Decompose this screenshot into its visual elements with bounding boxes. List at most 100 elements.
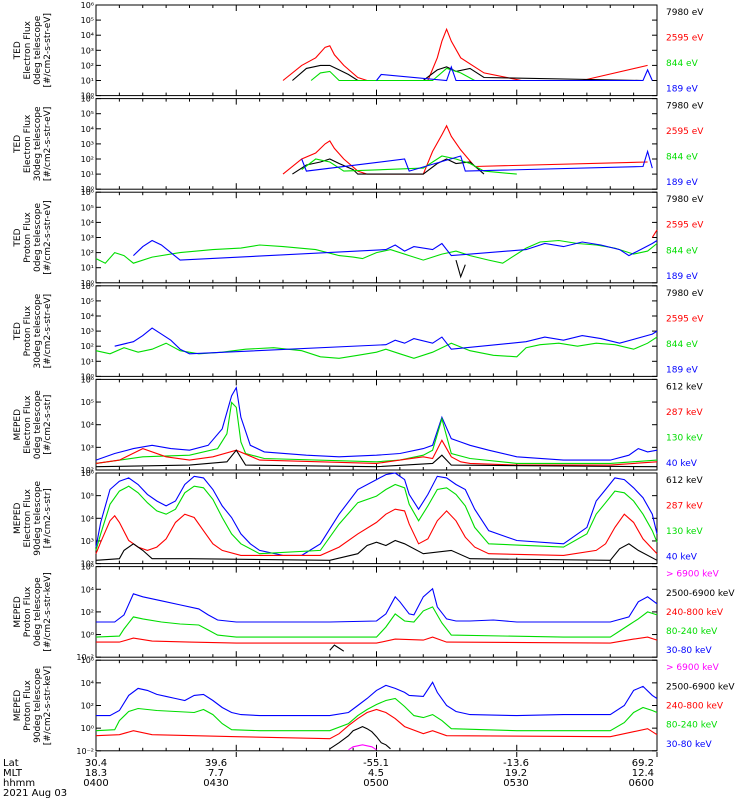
y-axis-label-line: TED: [13, 228, 23, 247]
y-axis-label-line: [#/cm2-s-str-keV]: [43, 572, 53, 651]
y-axis-label-line: 30deg telescope: [33, 293, 43, 368]
series-line: [651, 229, 658, 238]
y-axis-label-line: [#/cm2-s-str-keV]: [43, 666, 53, 745]
y-tick-label: 10⁶: [81, 1, 94, 10]
footer-mlt-1: 7.7: [208, 768, 224, 779]
legend-entry: 2500-6900 keV: [666, 682, 735, 692]
y-tick-label: 10²: [81, 249, 94, 258]
y-axis-label-line: [#/cm2-s-str-eV]: [43, 107, 53, 182]
y-tick-label: 10¹: [81, 170, 94, 179]
series-line: [348, 744, 377, 751]
y-tick-label: 10⁵: [81, 297, 94, 306]
series-line: [96, 587, 658, 623]
y-axis-label-line: Electron Flux: [23, 114, 33, 173]
legend-entry: 2595 eV: [666, 127, 704, 137]
footer-hhmm-4: 0600: [629, 778, 654, 789]
y-axis-label-line: [#/cm2-s-str-eV]: [43, 200, 53, 275]
y-tick-label: 10⁴: [81, 679, 94, 688]
panel-8: 10⁻² 10⁰ 10² 10⁴ 10⁶ MEPEDProton Flux90deg te…: [13, 656, 735, 756]
footer-mlt-0: 18.3: [85, 768, 107, 779]
y-axis-label-line: Proton Flux: [23, 305, 33, 356]
y-tick-label: 10³: [81, 140, 94, 149]
y-tick-label: 10⁴: [81, 312, 94, 321]
y-axis-label: TEDProton Flux30deg telescope[#/cm2-s-st…: [13, 293, 53, 368]
series-line: [95, 385, 658, 461]
y-tick-label: 10⁴: [81, 421, 94, 430]
footer-mlt-4: 12.4: [632, 768, 654, 779]
footer-lat-2: -55.1: [363, 758, 389, 769]
y-tick-label: 10⁵: [81, 492, 94, 501]
series-line: [95, 401, 658, 464]
series-line: [301, 149, 653, 172]
series-line: [95, 697, 658, 732]
legend-entry: > 6900 keV: [666, 663, 720, 673]
y-tick-label: 10⁻²: [76, 653, 94, 662]
y-tick-label: 10⁴: [81, 514, 94, 523]
footer-hhmm-0: 0400: [83, 778, 108, 789]
y-axis-label-line: TED: [13, 322, 23, 341]
y-tick-label: 10³: [81, 46, 94, 55]
legend-entry: 80-240 keV: [666, 721, 718, 731]
y-tick-label: 10⁵: [81, 398, 94, 407]
series-line: [95, 336, 658, 359]
y-tick-label: 10¹: [81, 77, 94, 86]
series-line: [95, 539, 658, 561]
y-axis-label: MEPEDProton Flux90deg telescope[#/cm2-s-…: [13, 666, 53, 745]
series-line: [95, 239, 658, 264]
legend-entry: 7980 eV: [666, 195, 704, 205]
y-tick-label: 10⁴: [81, 218, 94, 227]
legend-entry: 844 eV: [666, 246, 699, 256]
y-tick-label: 10⁶: [81, 188, 94, 197]
y-axis-label-line: Electron Flux: [23, 395, 33, 454]
y-tick-label: 10⁰: [81, 631, 94, 640]
y-axis-label-line: MEPED: [13, 502, 23, 534]
y-tick-label: 10²: [81, 155, 94, 164]
series-line: [329, 725, 391, 750]
y-axis-label: TEDProton Flux0deg telescope[#/cm2-s-str…: [13, 200, 53, 275]
y-axis-label-line: MEPED: [13, 596, 23, 628]
y-tick-label: 10²: [81, 61, 94, 70]
series-line: [310, 67, 475, 82]
legend-entry: 2595 eV: [666, 314, 704, 324]
series-line: [301, 155, 517, 175]
y-axis-label-line: Proton Flux: [23, 680, 33, 731]
y-axis-label-line: TED: [13, 41, 23, 60]
series-line: [96, 636, 658, 644]
panel-2: 10⁰ 10¹ 10² 10³ 10⁴ 10⁵ 10⁶ TEDElectron Flux30d…: [13, 95, 704, 195]
y-axis-label: MEPEDProton Flux0deg telescope[#/cm2-s-s…: [13, 572, 53, 651]
footer-hhmm-2: 0500: [363, 778, 388, 789]
legend-entry: 844 eV: [666, 59, 699, 69]
series-line: [95, 449, 658, 468]
legend-entry: 30-80 keV: [666, 646, 712, 656]
y-tick-label: 10⁶: [81, 563, 94, 572]
legend-entry: 130 keV: [666, 433, 703, 443]
y-tick-label: 10⁴: [81, 125, 94, 134]
legend-entry: > 6900 keV: [666, 570, 720, 580]
y-tick-label: 10³: [81, 443, 94, 452]
legend-entry: 189 eV: [666, 365, 699, 375]
y-axis-label-line: 0deg telescope: [33, 390, 43, 460]
legend-entry: 189 eV: [666, 85, 699, 95]
panel-7: 10⁻² 10⁰ 10² 10⁴ 10⁶ MEPEDProton Flux0deg tel…: [13, 563, 735, 663]
y-tick-label: 10⁴: [81, 31, 94, 40]
y-tick-label: 10⁶: [81, 375, 94, 384]
y-tick-label: 10⁶: [81, 95, 94, 104]
y-tick-label: 10²: [81, 466, 94, 475]
footer-lat-3: -13.6: [503, 758, 529, 769]
y-tick-label: 10⁵: [81, 16, 94, 25]
y-axis-label-line: 90deg telescope: [33, 480, 43, 555]
legend-entry: 80-240 keV: [666, 627, 718, 637]
legend-entry: 30-80 keV: [666, 740, 712, 750]
legend-entry: 2500-6900 keV: [666, 589, 735, 599]
footer-label-hhmm: hhmm: [3, 778, 35, 789]
y-tick-label: 10¹: [81, 357, 94, 366]
y-axis-label-line: Electron Flux: [23, 20, 33, 79]
legend-entry: 287 keV: [666, 502, 703, 512]
y-tick-label: 10²: [81, 560, 94, 569]
legend-entry: 130 keV: [666, 527, 703, 537]
legend-entry: 844 eV: [666, 340, 699, 350]
y-axis-label: MEPEDElectron Flux90deg telescope[#/cm2-…: [13, 480, 53, 555]
legend-entry: 844 eV: [666, 153, 699, 163]
y-axis-label-line: Proton Flux: [23, 212, 33, 263]
